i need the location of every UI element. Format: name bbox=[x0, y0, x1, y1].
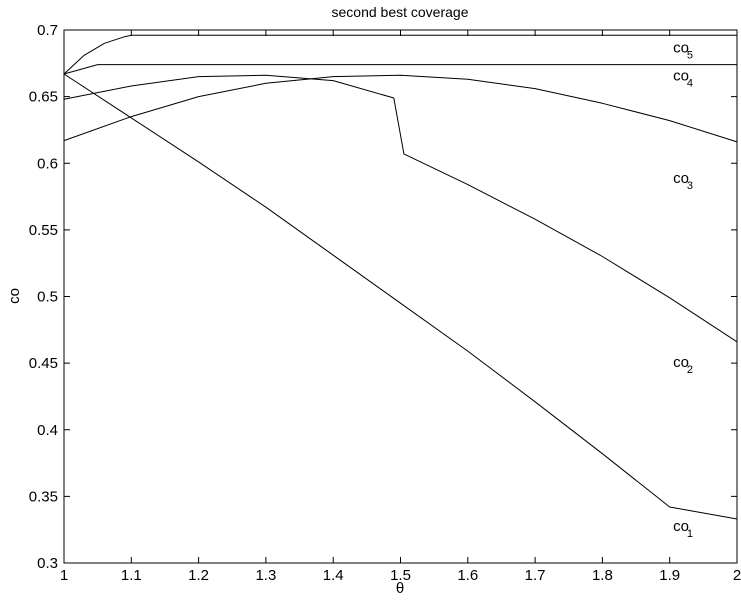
x-tick-label: 1.3 bbox=[255, 567, 276, 584]
x-tick-label: 1.1 bbox=[121, 567, 142, 584]
series-label-co2: co2 bbox=[673, 354, 693, 376]
plot-background bbox=[64, 30, 737, 563]
y-tick-label: 0.7 bbox=[37, 22, 58, 39]
x-tick-label: 1.9 bbox=[659, 567, 680, 584]
x-tick-label: 1.6 bbox=[457, 567, 478, 584]
series-line-co2 bbox=[63, 74, 738, 343]
ticks-layer: 1 1.1 1.2 1.3 1.4 1.5 1.6 1.7 1.8 1.9 2 0.3 0.35 0.4 0… bbox=[29, 22, 741, 584]
series-label-co3: co3 bbox=[673, 170, 693, 192]
series-line-co4 bbox=[63, 64, 737, 75]
series-label-co1: co1 bbox=[673, 518, 693, 540]
series-label-base: co bbox=[673, 40, 689, 57]
series-line-co1 bbox=[63, 73, 738, 520]
series-label-subscript: 4 bbox=[687, 78, 693, 90]
y-tick-label: 0.3 bbox=[37, 555, 58, 572]
series-label-co4: co4 bbox=[673, 68, 693, 90]
series-label-base: co bbox=[673, 354, 689, 371]
x-tick-label: 1.5 bbox=[390, 567, 411, 584]
chart-title: second best coverage bbox=[332, 4, 469, 20]
series-label-subscript: 1 bbox=[687, 528, 693, 540]
x-axis-label: θ bbox=[396, 580, 404, 597]
series-label-base: co bbox=[673, 170, 689, 187]
series-label-subscript: 3 bbox=[687, 180, 693, 192]
y-tick-label: 0.4 bbox=[37, 422, 58, 439]
series-label-subscript: 5 bbox=[687, 50, 693, 62]
y-tick-label: 0.55 bbox=[29, 222, 58, 239]
series-label-co5: co5 bbox=[673, 40, 693, 62]
y-axis-label: co bbox=[6, 288, 23, 304]
series-line-co3 bbox=[63, 74, 738, 143]
x-tick-label: 1.4 bbox=[323, 567, 344, 584]
series-label-base: co bbox=[673, 68, 689, 85]
plot-frame bbox=[63, 29, 738, 564]
y-tick-label: 0.5 bbox=[37, 289, 58, 306]
y-tick-label: 0.65 bbox=[29, 89, 58, 106]
x-tick-label: 1.8 bbox=[592, 567, 613, 584]
series-label-base: co bbox=[673, 518, 689, 535]
x-tick-label: 1.7 bbox=[525, 567, 546, 584]
x-tick-label: 1.2 bbox=[188, 567, 209, 584]
y-tick-label: 0.45 bbox=[29, 355, 58, 372]
y-tick-label: 0.35 bbox=[29, 488, 58, 505]
series-label-subscript: 2 bbox=[687, 364, 693, 376]
y-tick-label: 0.6 bbox=[37, 155, 58, 172]
x-tick-label: 1 bbox=[60, 567, 68, 584]
x-tick-label: 2 bbox=[733, 567, 741, 584]
